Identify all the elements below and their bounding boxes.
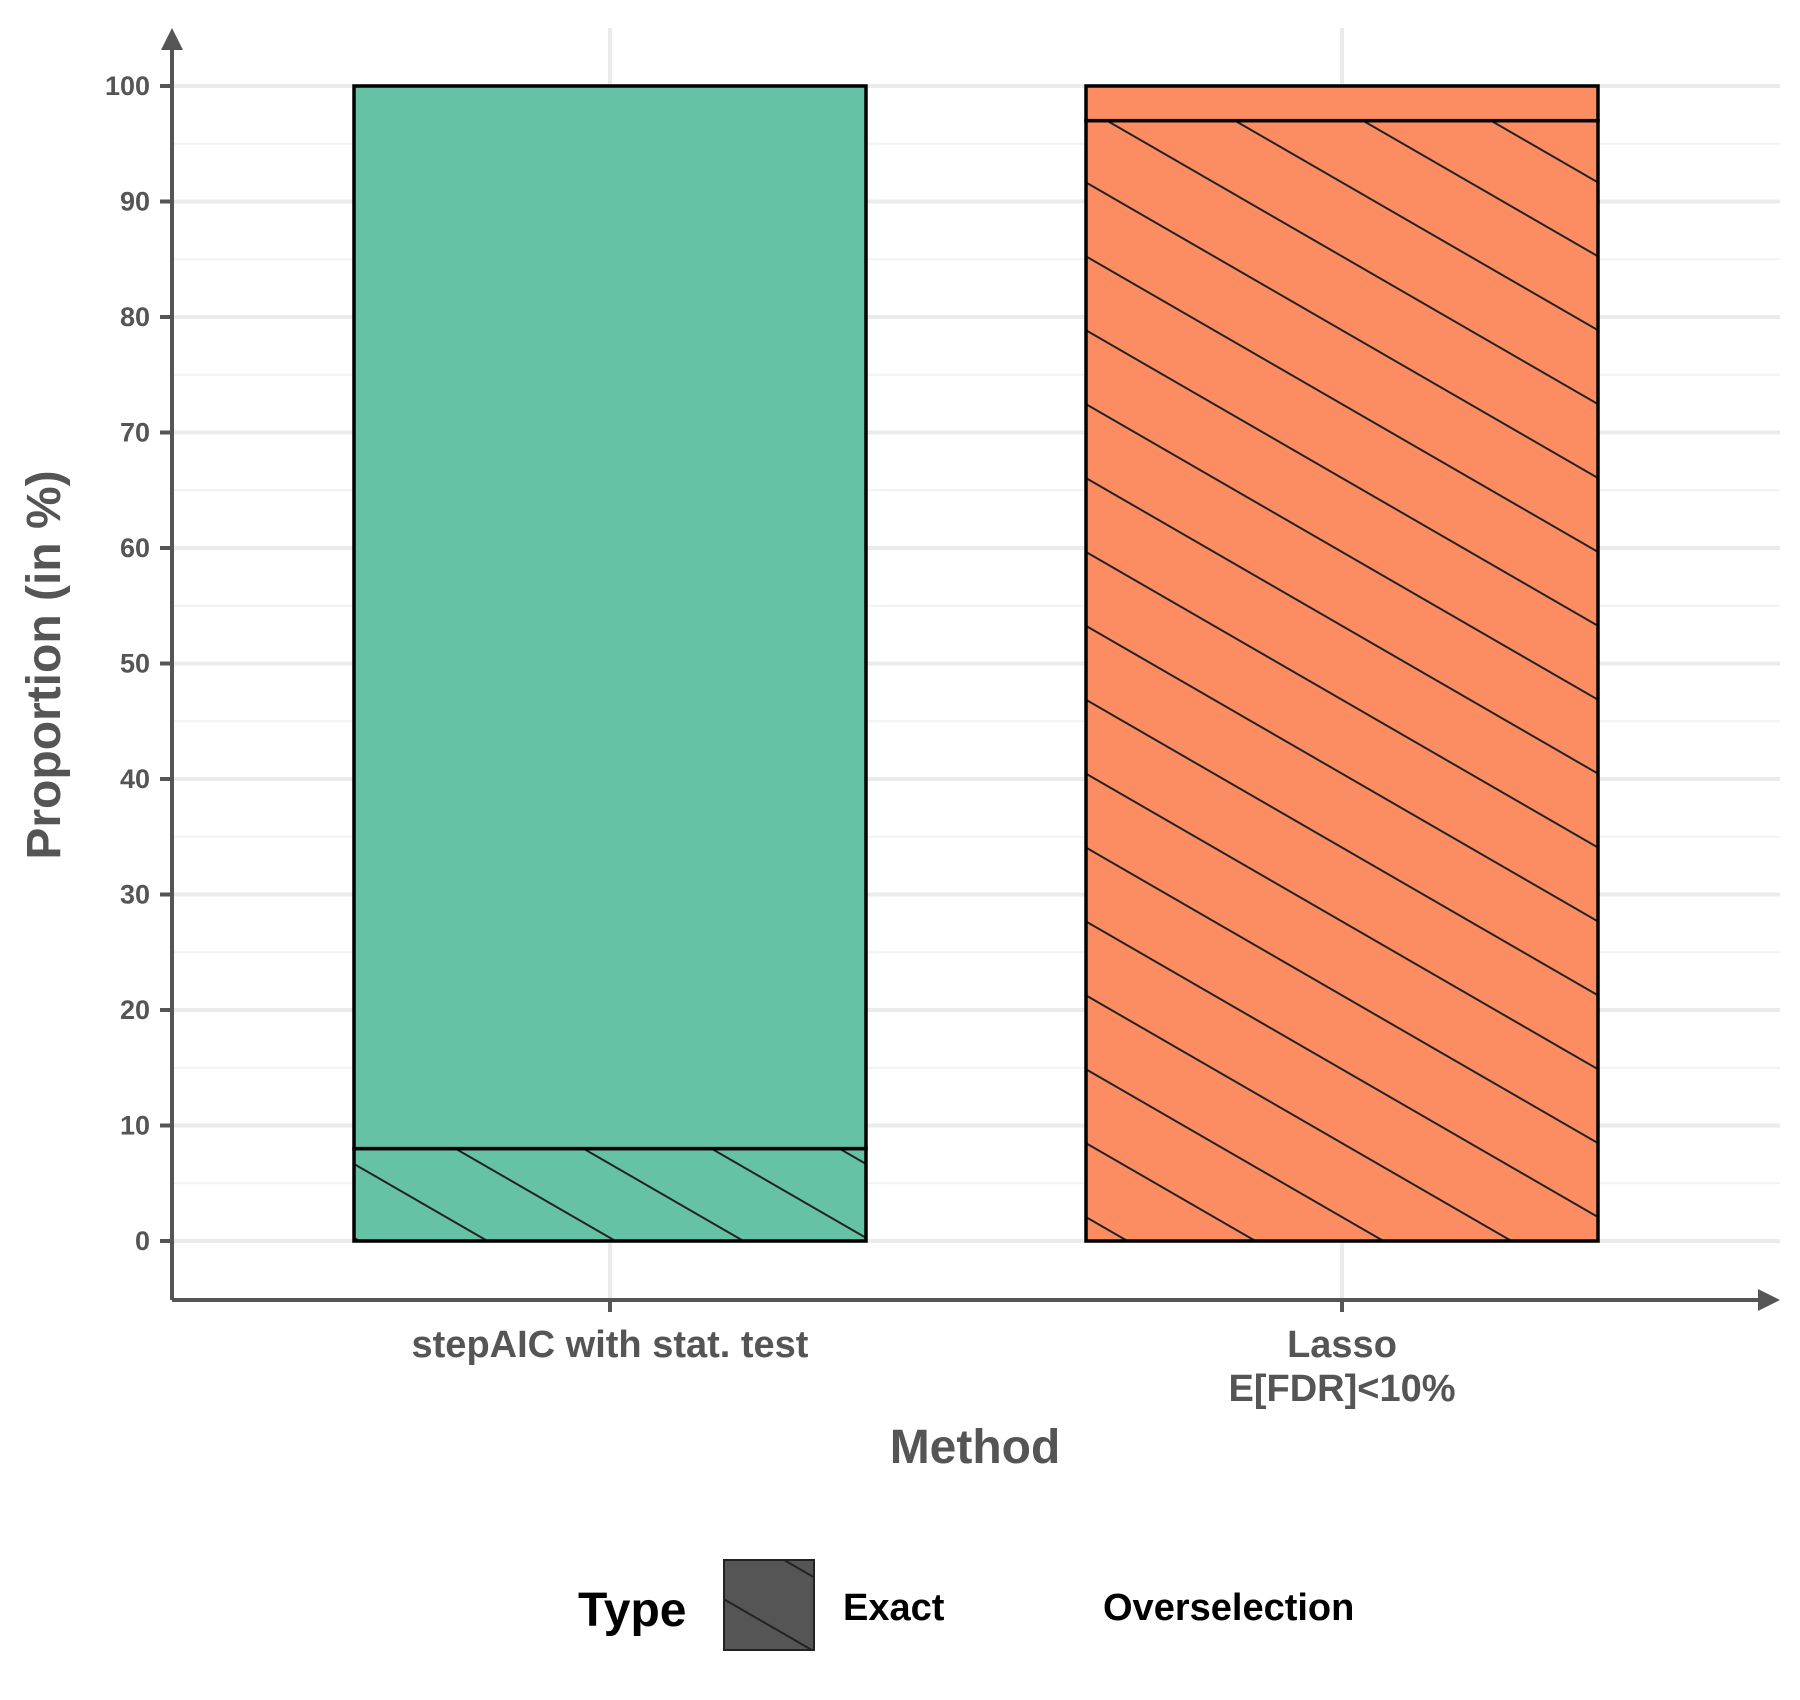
y-axis-arrow — [161, 28, 183, 50]
legend-items: Exact Overselection — [723, 1559, 1354, 1651]
bar-segment-overselection-1 — [352, 84, 868, 1151]
bar-fill — [1086, 86, 1598, 121]
legend-item-exact: Exact — [723, 1559, 945, 1651]
bar-segment-exact-1 — [352, 1146, 868, 1243]
x-tick-labels: stepAIC with stat. test Lasso E[FDR]<10% — [412, 1324, 1456, 1410]
y-tick-label: 10 — [120, 1111, 150, 1141]
y-axis-title: Proportion (in %) — [18, 470, 71, 859]
y-tick-label: 0 — [135, 1226, 150, 1256]
legend-title: Type — [578, 1584, 686, 1637]
bar-segment-overselection-2 — [1084, 84, 1600, 123]
axes — [160, 28, 1780, 1312]
x-axis-title: Method — [890, 1421, 1061, 1474]
bars — [352, 84, 1600, 1243]
legend-label: Overselection — [1103, 1587, 1354, 1629]
y-tick-label: 20 — [120, 995, 150, 1025]
y-tick-label: 100 — [105, 71, 150, 101]
y-tick-label: 80 — [120, 302, 150, 332]
bar-outline — [352, 84, 868, 1151]
x-axis-arrow — [1758, 1289, 1780, 1311]
x-category-label: Lasso E[FDR]<10% — [1229, 1324, 1456, 1410]
bar-segment-exact-2 — [1084, 118, 1600, 1243]
bar-hatch — [354, 1148, 866, 1241]
bar-hatch — [1086, 120, 1598, 1241]
y-tick-label: 30 — [120, 880, 150, 910]
legend: Type Exact Overselection — [578, 1559, 1354, 1651]
legend-key-hatch — [724, 1560, 814, 1650]
y-tick-label: 90 — [120, 187, 150, 217]
y-tick-label: 40 — [120, 764, 150, 794]
y-tick-label: 60 — [120, 533, 150, 563]
y-tick-label: 70 — [120, 418, 150, 448]
x-category-label: stepAIC with stat. test — [412, 1324, 809, 1366]
y-tick-label: 50 — [120, 649, 150, 679]
bar-outline — [1084, 84, 1600, 123]
bar-fill — [354, 86, 866, 1149]
legend-item-overselection: Overselection — [1103, 1587, 1354, 1629]
y-tick-labels: 0 10 20 30 40 50 60 70 80 90 100 — [105, 71, 150, 1256]
legend-key-outline — [723, 1559, 815, 1651]
legend-label: Exact — [843, 1587, 945, 1629]
